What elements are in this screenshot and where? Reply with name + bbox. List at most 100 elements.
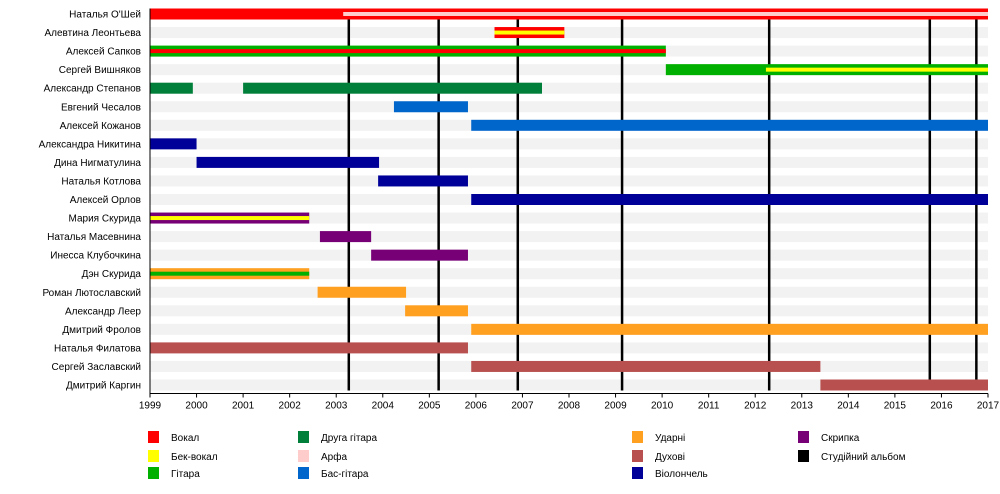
member-label: Дмитрий Фролов <box>62 325 141 336</box>
legend-swatch-vocal <box>148 431 159 443</box>
x-tick-label: 1999 <box>139 401 162 412</box>
x-tick-label: 2012 <box>744 401 767 412</box>
legend-swatch-album <box>798 450 809 462</box>
inner-bar-vocal <box>150 49 666 54</box>
legend-swatch-bass <box>298 467 309 479</box>
legend-label-album: Студійний альбом <box>821 451 906 463</box>
x-tick-label: 2013 <box>791 401 814 412</box>
legend-label-cello: Віолончель <box>655 469 708 480</box>
bar-cello <box>471 194 988 205</box>
member-label: Дэн Скурида <box>82 269 142 280</box>
x-tick-label: 2007 <box>511 401 534 412</box>
member-label: Наталья О'Шей <box>69 10 141 21</box>
member-label: Алексей Кожанов <box>60 121 141 132</box>
x-tick-label: 2009 <box>604 401 627 412</box>
member-label: Сергей Вишняков <box>59 65 141 76</box>
row-background <box>150 175 988 187</box>
member-label: Александр Леер <box>65 306 141 317</box>
member-label: Алевтина Леонтьева <box>44 28 141 39</box>
x-tick-label: 2011 <box>698 401 720 412</box>
x-tick-label: 2003 <box>325 401 348 412</box>
bar-second_guitar <box>243 82 542 94</box>
bar-winds <box>820 379 988 391</box>
x-tick-label: 2005 <box>418 401 441 412</box>
row-background <box>150 82 988 94</box>
member-label: Сергей Заславский <box>52 362 141 373</box>
legend-label-percussion: Ударні <box>655 433 685 444</box>
x-tick-label: 2015 <box>884 401 907 412</box>
legend-label-second_guitar: Друга гітара <box>321 433 377 444</box>
bar-winds <box>150 342 468 354</box>
bar-winds <box>471 360 821 372</box>
bar-cello <box>150 138 197 150</box>
legend-swatch-winds <box>632 450 643 462</box>
row-background <box>150 305 988 317</box>
x-tick-label: 2016 <box>930 401 953 412</box>
legend-swatch-backing_vocal <box>148 450 159 462</box>
member-label: Инесса Клубочкина <box>50 250 141 262</box>
x-tick-label: 2008 <box>558 401 581 412</box>
row-background <box>150 212 988 224</box>
x-tick-label: 2006 <box>465 401 488 412</box>
legend-swatch-harp <box>298 450 309 462</box>
inner-bar-harp <box>343 12 988 16</box>
member-label: Алексей Орлов <box>70 195 141 206</box>
legend-label-harp: Арфа <box>321 451 347 463</box>
member-label: Роман Лютославский <box>42 288 141 299</box>
member-label: Евгений Чесалов <box>61 102 141 113</box>
row-background <box>150 249 988 261</box>
row-background <box>150 101 988 113</box>
row-background <box>150 286 988 298</box>
member-label: Наталья Филатова <box>54 343 141 354</box>
legend-swatch-cello <box>632 467 643 479</box>
row-background <box>150 138 988 150</box>
row-background <box>150 64 988 76</box>
bar-second_guitar <box>150 82 193 94</box>
inner-bar-guitar <box>150 271 310 276</box>
bar-percussion <box>317 286 407 298</box>
member-label: Александра Никитина <box>39 139 142 150</box>
inner-bar-backing_vocal <box>494 30 565 35</box>
row-background <box>150 379 988 391</box>
legend-swatch-percussion <box>632 431 643 443</box>
row-background <box>150 231 988 243</box>
bar-cello <box>378 175 468 187</box>
member-label: Дмитрий Каргин <box>66 381 141 392</box>
inner-bar-backing_vocal <box>150 216 310 221</box>
member-label: Мария Скурида <box>69 214 142 225</box>
x-tick-label: 2010 <box>651 401 674 412</box>
row-background <box>150 156 988 168</box>
x-tick-label: 2002 <box>279 401 302 412</box>
member-label: Дина Нигматулина <box>54 158 141 169</box>
row-background <box>150 342 988 354</box>
bar-percussion <box>471 323 988 335</box>
legend-label-guitar: Гітара <box>171 469 200 480</box>
row-background <box>150 268 988 280</box>
bar-percussion <box>405 305 468 317</box>
x-tick-label: 2001 <box>232 401 255 412</box>
member-label: Наталья Котлова <box>61 176 141 187</box>
bar-cello <box>196 156 380 168</box>
x-tick-label: 2014 <box>837 401 860 412</box>
legend-swatch-violin <box>798 431 809 443</box>
bar-violin <box>371 249 468 261</box>
member-label: Наталья Масевнина <box>47 232 141 243</box>
bar-violin <box>319 231 372 243</box>
x-tick-label: 2017 <box>977 401 1000 412</box>
x-tick-label: 2000 <box>185 401 208 412</box>
x-tick-label: 2004 <box>372 401 395 412</box>
legend-label-vocal: Вокал <box>171 433 199 444</box>
bar-bass <box>393 101 468 113</box>
legend-swatch-guitar <box>148 467 159 479</box>
bar-bass <box>471 119 988 131</box>
legend-label-backing_vocal: Бек-вокал <box>171 452 218 463</box>
member-label: Алексей Сапков <box>66 47 141 58</box>
member-label: Александр Степанов <box>44 84 141 95</box>
row-background <box>150 27 988 39</box>
legend-label-bass: Бас-гітара <box>321 469 369 480</box>
legend-label-violin: Скрипка <box>821 433 860 444</box>
inner-bar-backing_vocal <box>765 67 988 72</box>
legend-label-winds: Духові <box>655 452 685 463</box>
legend-swatch-second_guitar <box>298 431 309 443</box>
